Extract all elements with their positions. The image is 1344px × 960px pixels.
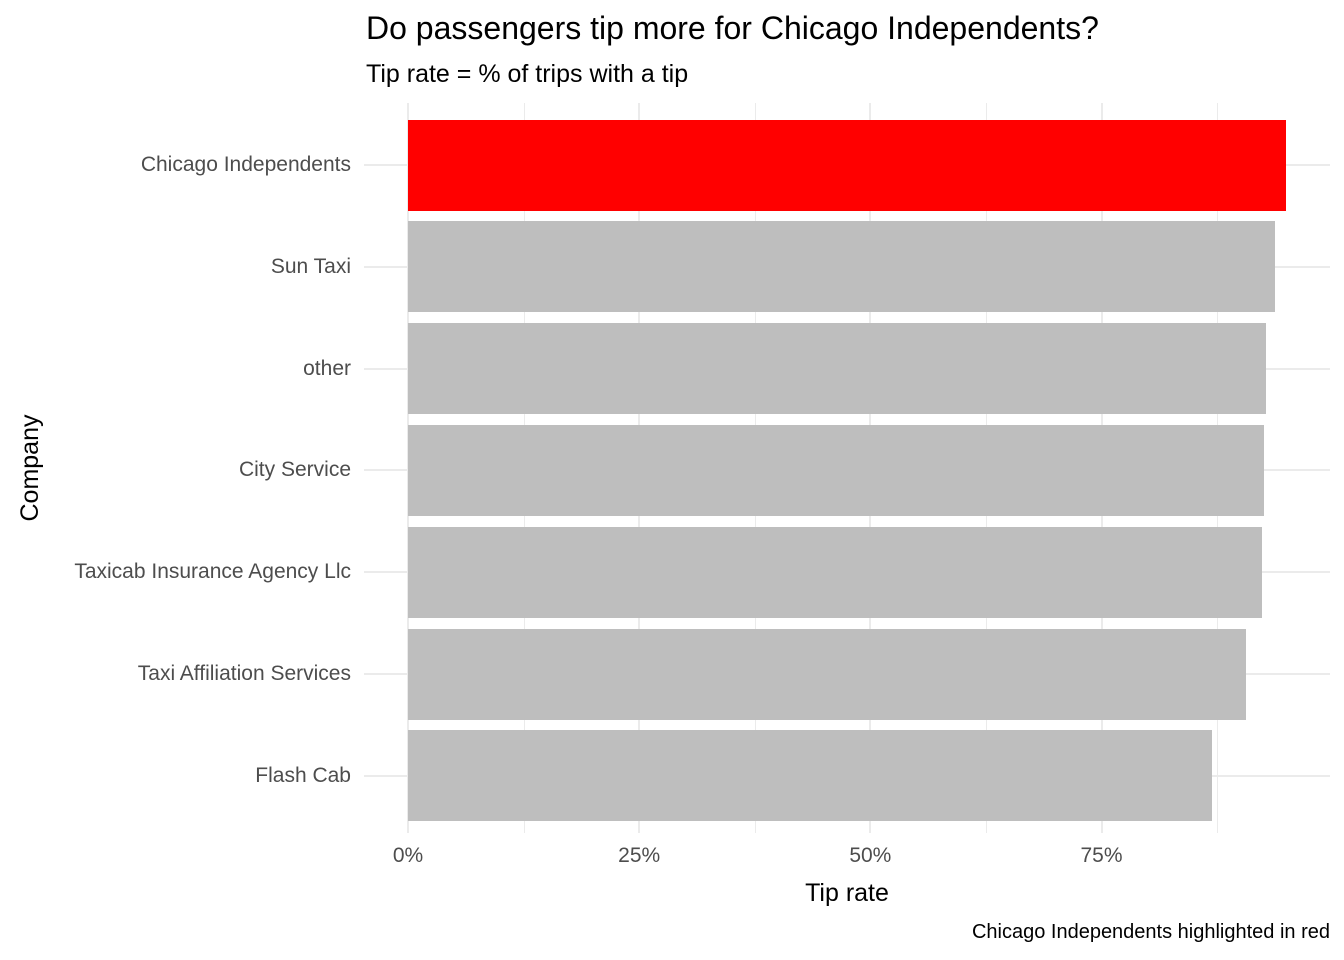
bar-taxicab-insurance-agency-llc [408, 526, 1263, 618]
x-axis-label-0: 0% [392, 844, 424, 867]
chart-caption: Chicago Independents highlighted in red [971, 921, 1330, 943]
y-axis-label-flash-cab: Flash Cab [255, 763, 351, 787]
y-axis-label-taxi-affiliation-services: Taxi Affiliation Services [137, 662, 351, 685]
bar-chicago-independents [408, 119, 1286, 211]
y-axis-label-chicago-independents: Chicago Independents [140, 153, 351, 176]
x-axis-title: Tip rate [805, 879, 889, 907]
x-axis-tick-labels: 0% 25% 50% 75% [364, 843, 1330, 869]
bar-taxi-affiliation-services [408, 628, 1246, 720]
plot-panel [364, 103, 1330, 833]
y-axis-label-other: other [303, 356, 351, 380]
bar-city-service [408, 424, 1265, 516]
x-axis-label-50: 50% [849, 844, 892, 867]
y-axis-label-city-service: City Service [238, 458, 351, 482]
bar-sun-taxi [408, 221, 1276, 313]
y-axis-label-taxicab-insurance-agency-llc: Taxicab Insurance Agency Llc [74, 560, 351, 584]
bar-flash-cab [408, 730, 1212, 822]
chart-title: Do passengers tip more for Chicago Indep… [366, 10, 1099, 46]
y-axis-label-sun-taxi: Sun Taxi [270, 254, 351, 278]
bar-other [408, 323, 1267, 415]
y-axis-tick-labels: Chicago Independents Sun Taxi other City Se… [0, 103, 351, 833]
x-axis-label-75: 75% [1080, 844, 1123, 867]
chart-subtitle: Tip rate = % of trips with a tip [366, 60, 689, 88]
x-axis-label-25: 25% [618, 844, 661, 867]
